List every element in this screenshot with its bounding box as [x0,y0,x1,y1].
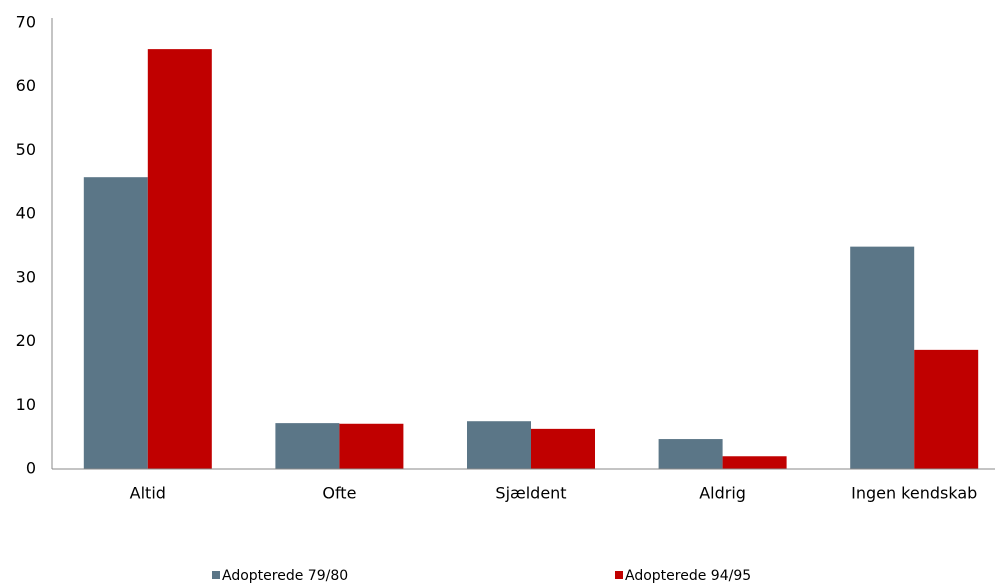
bar [275,423,340,469]
x-tick-label: Sjældent [495,484,566,503]
x-tick-label: Aldrig [699,484,746,503]
bar [531,428,595,469]
y-tick-label: 50 [16,140,36,159]
y-tick-label: 20 [16,331,36,350]
y-tick-label: 60 [16,76,36,95]
y-tick-label: 0 [26,459,36,478]
x-tick-label: Altid [130,484,166,503]
x-tick-label: Ingen kendskab [851,484,977,503]
bar [147,49,212,469]
bar [658,439,723,469]
bar [339,423,404,469]
x-tick-label: Ofte [322,484,356,503]
bar [850,246,915,469]
y-tick-label: 70 [16,13,36,32]
bar [467,421,531,469]
bar [914,349,979,469]
legend-swatch [212,571,220,579]
y-tick-label: 30 [16,267,36,286]
legend-label: Adopterede 79/80 [222,568,348,584]
bar [83,177,148,469]
legend-label: Adopterede 94/95 [625,568,751,584]
bar [722,456,787,469]
y-tick-label: 10 [16,395,36,414]
legend-swatch [615,571,623,579]
y-tick-label: 40 [16,204,36,223]
